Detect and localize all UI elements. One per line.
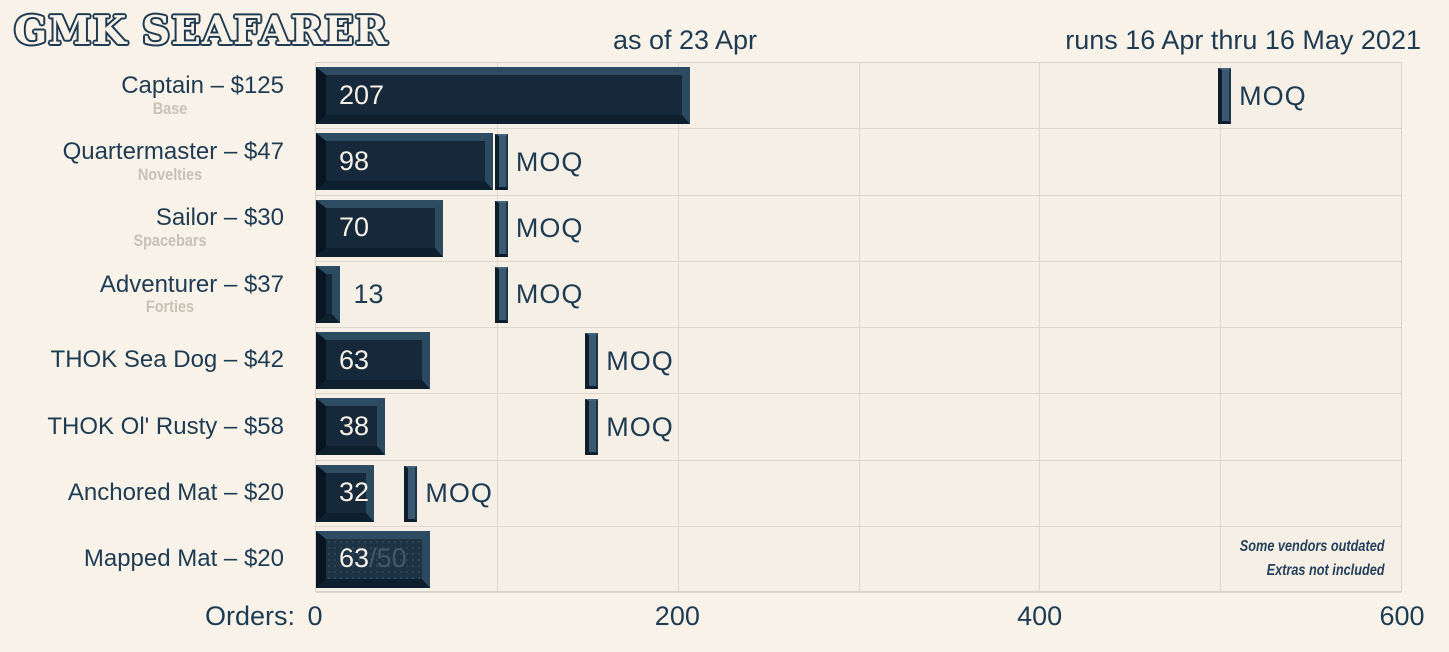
order-bar: 63 (316, 332, 430, 389)
category-label: THOK Sea Dog – $42 (50, 346, 284, 374)
bar-row: 38 MOQ (316, 394, 1401, 461)
order-bar: 98 (316, 133, 494, 191)
bar-value-number: 63 (339, 543, 370, 574)
x-axis-title: Orders: (204, 601, 295, 631)
bar-value: 63 (326, 344, 370, 375)
bar-row: 32 MOQ (316, 461, 1401, 527)
moq-label: MOQ (425, 478, 493, 509)
moq-marker (494, 134, 508, 191)
bar-value: 63/50 (326, 545, 407, 572)
plot-area: 207 MOQ 98 MOQ 70 MOQ 13 MOQ 63 MOQ 38 MOQ 32 MOQ 63/5… (315, 62, 1402, 593)
order-bar: 38 (316, 398, 385, 456)
chart-title: GMK SEAFARER (14, 8, 389, 54)
category-label: Mapped Mat – $20 (83, 545, 284, 573)
bar-row: 63/50 (316, 527, 1401, 593)
moq-marker (494, 266, 508, 323)
category-row: Sailor – $30 Spacebars (0, 195, 300, 261)
moq-label: MOQ (515, 279, 584, 310)
category-label: Captain – $125 (121, 71, 284, 99)
bar-value-number: 38 (339, 410, 370, 441)
moq-label: MOQ (1239, 80, 1307, 111)
moq-marker (585, 333, 599, 389)
order-bar: 63/50 (316, 530, 430, 588)
bar-value-number: 32 (339, 477, 370, 507)
bar-row: 98 MOQ (316, 129, 1401, 196)
bar-value-number: 63 (339, 344, 370, 375)
category-label: Adventurer – $37 (99, 270, 284, 298)
order-bar (316, 265, 340, 323)
moq-marker (494, 200, 508, 257)
footnote-line-1: Some vendors outdated (1240, 537, 1385, 555)
category-row: Anchored Mat – $20 (0, 460, 300, 526)
x-tick-200: 200 (654, 601, 700, 631)
bar-value: 70 (326, 214, 369, 241)
moq-label: MOQ (515, 213, 584, 244)
bar-row: 207 MOQ (316, 63, 1401, 130)
run-dates: runs 16 Apr thru 16 May 2021 (1065, 25, 1421, 55)
bar-value: 32 (326, 479, 369, 506)
category-row: THOK Sea Dog – $42 (0, 327, 300, 393)
x-tick-0: 0 (307, 601, 323, 631)
bar-value: 98 (326, 145, 370, 176)
bar-value-number: 70 (339, 212, 370, 242)
category-row: Adventurer – $37 Forties (0, 261, 300, 327)
order-bar: 70 (316, 199, 443, 257)
category-sublabel: Novelties (137, 164, 203, 184)
category-row: Quartermaster – $47 Novelties (0, 128, 300, 194)
moq-label: MOQ (606, 345, 674, 376)
moq-label: MOQ (515, 146, 584, 177)
moq-marker (404, 465, 418, 522)
order-bar: 207 (316, 67, 691, 124)
bar-value-number: 207 (339, 79, 385, 110)
category-label: Sailor – $30 (155, 204, 284, 232)
category-sublabel: Spacebars (133, 231, 207, 251)
category-sublabel: Forties (145, 297, 195, 317)
footnote-line-2: Extras not included (1267, 561, 1385, 579)
bar-value: 38 (326, 410, 370, 441)
order-bar: 32 (316, 464, 374, 522)
bar-row: 13 MOQ (316, 262, 1401, 328)
category-row: THOK Ol' Rusty – $58 (0, 393, 300, 459)
bar-value: 13 (353, 279, 384, 310)
as-of-date: as of 23 Apr (612, 25, 758, 55)
category-labels-column: Captain – $125 Base Quartermaster – $47 Nov… (0, 62, 300, 592)
x-tick-400: 400 (1017, 601, 1063, 631)
chart-footnote: Some vendors outdated Extras not include… (1240, 535, 1385, 583)
bar-row: 70 MOQ (316, 196, 1401, 262)
category-sublabel: Base (152, 98, 188, 118)
bar-value-number: 98 (339, 145, 370, 176)
moq-marker (1218, 68, 1232, 124)
category-row: Mapped Mat – $20 (0, 526, 300, 592)
moq-overage-suffix: /50 (369, 543, 407, 574)
category-label: Anchored Mat – $20 (67, 478, 284, 506)
x-tick-600: 600 (1379, 601, 1425, 631)
bar-row: 63 MOQ (316, 328, 1401, 395)
category-row: Captain – $125 Base (0, 62, 300, 128)
moq-marker (585, 399, 599, 456)
moq-label: MOQ (606, 411, 674, 442)
bar-value: 207 (326, 79, 385, 110)
category-label: Quartermaster – $47 (62, 138, 284, 166)
category-label: THOK Ol' Rusty – $58 (47, 412, 284, 440)
x-axis: Orders: 0 200 400 600 (205, 601, 1425, 641)
